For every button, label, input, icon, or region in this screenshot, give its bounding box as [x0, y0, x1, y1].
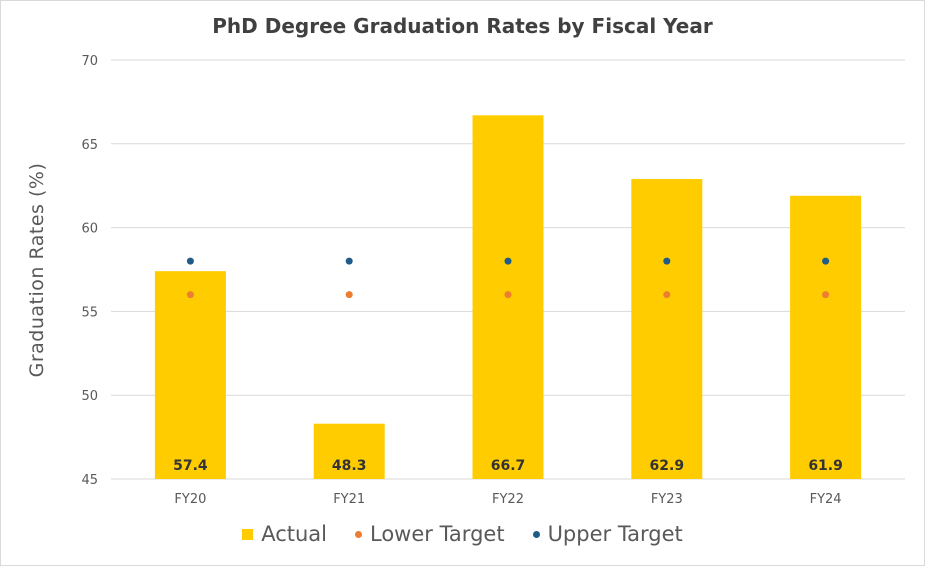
target-point	[345, 257, 353, 265]
data-label: 66.7	[491, 458, 526, 474]
legend: Actual Lower Target Upper Target	[0, 522, 925, 546]
target-point	[504, 291, 512, 299]
x-tick-label: FY23	[651, 492, 683, 507]
target-point	[345, 291, 353, 299]
legend-item-actual: Actual	[242, 522, 327, 546]
x-tick-label: FY22	[492, 492, 524, 507]
target-point	[663, 257, 671, 265]
legend-label-actual: Actual	[261, 522, 327, 546]
target-point	[186, 257, 194, 265]
y-tick-label: 55	[81, 305, 98, 320]
legend-label-upper-target: Upper Target	[547, 522, 683, 546]
legend-swatch-upper-target	[532, 530, 540, 538]
target-point	[663, 291, 671, 299]
data-label: 61.9	[808, 458, 843, 474]
legend-item-lower-target: Lower Target	[355, 522, 505, 546]
x-tick-label: FY21	[333, 492, 365, 507]
y-tick-label: 65	[81, 138, 98, 153]
legend-label-lower-target: Lower Target	[370, 522, 505, 546]
y-tick-label: 60	[81, 222, 98, 237]
y-tick-label: 70	[81, 54, 98, 69]
bar	[790, 195, 862, 480]
legend-swatch-lower-target	[355, 530, 362, 538]
legend-item-upper-target: Upper Target	[532, 522, 683, 546]
target-point	[822, 291, 830, 299]
chart-title: PhD Degree Graduation Rates by Fiscal Ye…	[212, 14, 713, 38]
y-tick-label: 45	[81, 473, 98, 488]
data-label: 62.9	[650, 458, 685, 474]
x-tick-label: FY20	[174, 492, 206, 507]
target-point	[822, 257, 830, 265]
bar	[631, 178, 703, 479]
target-point	[504, 257, 512, 265]
target-point	[186, 291, 194, 299]
data-label: 57.4	[173, 458, 208, 474]
bar	[313, 423, 385, 479]
legend-swatch-actual	[242, 528, 254, 540]
x-tick-label: FY24	[810, 492, 842, 507]
y-tick-label: 50	[81, 389, 98, 404]
data-label: 48.3	[332, 458, 367, 474]
bar	[154, 271, 226, 479]
